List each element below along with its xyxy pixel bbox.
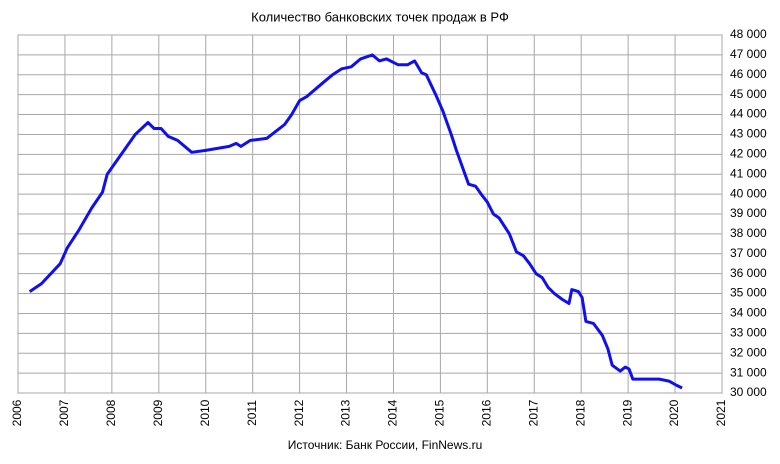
y-tick-label: 38 000 <box>730 226 767 240</box>
x-tick-label: 2017 <box>526 399 540 426</box>
x-tick-label: 2018 <box>573 399 587 426</box>
y-tick-label: 41 000 <box>730 166 767 180</box>
x-tick-label: 2013 <box>339 399 353 426</box>
y-tick-label: 46 000 <box>730 67 767 81</box>
source-note: Источник: Банк России, FinNews.ru <box>288 438 483 452</box>
y-tick-label: 45 000 <box>730 87 767 101</box>
x-tick-label: 2020 <box>667 399 681 426</box>
y-tick-label: 43 000 <box>730 127 767 141</box>
y-tick-label: 44 000 <box>730 107 767 121</box>
y-tick-label: 36 000 <box>730 266 767 280</box>
y-tick-label: 33 000 <box>730 326 767 340</box>
y-tick-label: 48 000 <box>730 27 767 41</box>
x-tick-label: 2021 <box>714 399 728 426</box>
y-tick-label: 34 000 <box>730 306 767 320</box>
x-tick-label: 2009 <box>151 399 165 426</box>
y-tick-label: 39 000 <box>730 206 767 220</box>
y-tick-label: 31 000 <box>730 365 767 379</box>
y-tick-label: 42 000 <box>730 147 767 161</box>
x-tick-label: 2007 <box>57 399 71 426</box>
x-tick-label: 2008 <box>104 399 118 426</box>
x-tick-label: 2015 <box>433 399 447 426</box>
x-tick-label: 2010 <box>198 399 212 426</box>
x-tick-label: 2019 <box>620 399 634 426</box>
y-tick-label: 32 000 <box>730 345 767 359</box>
y-tick-label: 40 000 <box>730 186 767 200</box>
x-tick-label: 2012 <box>292 399 306 426</box>
x-tick-label: 2014 <box>386 399 400 426</box>
data-line <box>28 53 683 390</box>
y-tick-label: 37 000 <box>730 246 767 260</box>
y-tick-label: 47 000 <box>730 47 767 61</box>
chart-title: Количество банковских точек продаж в РФ <box>251 9 509 24</box>
x-tick-label: 2006 <box>10 399 24 426</box>
x-tick-label: 2011 <box>245 400 259 426</box>
y-tick-label: 35 000 <box>730 286 767 300</box>
x-tick-label: 2016 <box>480 399 494 426</box>
y-tick-label: 30 000 <box>730 385 767 399</box>
